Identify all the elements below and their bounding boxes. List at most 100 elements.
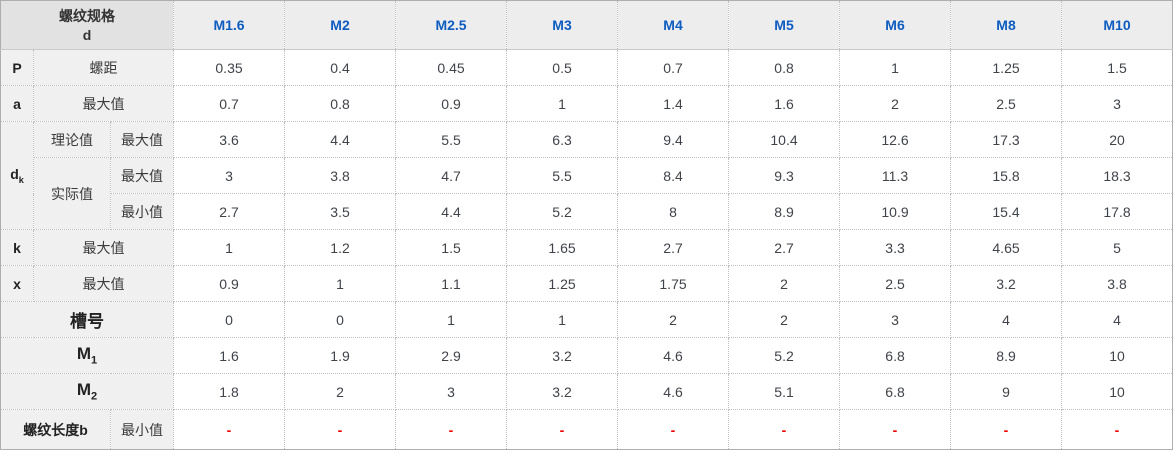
cell-x-max-m8: 3.2 (950, 265, 1063, 302)
cell-k-max-m2.5: 1.5 (395, 229, 508, 266)
row-label-x-max: x (0, 265, 34, 302)
cell-m2-m5: 5.1 (728, 373, 841, 410)
cell-pitch-m2: 0.4 (284, 49, 397, 86)
cell-slot-number-m1.6: 0 (173, 301, 286, 338)
cell-a-max-m6: 2 (839, 85, 952, 122)
cell-a-max-m3: 1 (506, 85, 619, 122)
cell-m1-m8: 8.9 (950, 337, 1063, 374)
column-header-m5: M5 (728, 0, 841, 50)
cell-x-max-m5: 2 (728, 265, 841, 302)
cell-dk-actual-max-m5: 9.3 (728, 157, 841, 194)
cell-dk-actual-max-m4: 8.4 (617, 157, 730, 194)
cell-dk-actual-min-m1.6: 2.7 (173, 193, 286, 230)
header-row: 螺纹规格 d M1.6 M2 M2.5 M3 M4 M5 M6 M8 M10 (0, 0, 1173, 50)
cell-dk-theoretical-max-m3: 6.3 (506, 121, 619, 158)
cell-pitch-m4: 0.7 (617, 49, 730, 86)
row-dk-actual-min: 最小值 2.7 3.5 4.4 5.2 8 8.9 10.9 15.4 17.8 (1, 193, 1173, 230)
cell-dk-theoretical-max-m2: 4.4 (284, 121, 397, 158)
cell-m1-m10: 10 (1061, 337, 1173, 374)
cell-x-max-m6: 2.5 (839, 265, 952, 302)
cell-x-max-m10: 3.8 (1061, 265, 1173, 302)
cell-m2-m3: 3.2 (506, 373, 619, 410)
row-x-max: x 最大值 0.9 1 1.1 1.25 1.75 2 2.5 3.2 3.8 (0, 265, 1173, 302)
column-header-m4: M4 (617, 0, 730, 50)
row-label-x-max: 最大值 (32, 265, 175, 302)
column-header-m2: M2 (284, 0, 397, 50)
cell-a-max-m2: 0.8 (284, 85, 397, 122)
cell-slot-number-m8: 4 (950, 301, 1063, 338)
column-header-m10: M10 (1061, 0, 1173, 50)
cell-m2-m10: 10 (1061, 373, 1173, 410)
row-label-thread-length-b-min: 最小值 (109, 409, 175, 450)
corner-header-line1: 螺纹规格 (59, 8, 115, 24)
row-label-subscript: 2 (91, 390, 98, 403)
cell-x-max-m1.6: 0.9 (173, 265, 286, 302)
cell-dk-actual-max-m10: 18.3 (1061, 157, 1173, 194)
row-label-dk-theoretical-max: dk (0, 121, 34, 230)
cell-k-max-m6: 3.3 (839, 229, 952, 266)
row-k-max: k 最大值 1 1.2 1.5 1.65 2.7 2.7 3.3 4.65 5 (0, 229, 1173, 266)
cell-pitch-m3: 0.5 (506, 49, 619, 86)
cell-dk-actual-min-m2.5: 4.4 (395, 193, 508, 230)
corner-header-line2: d (82, 27, 92, 43)
column-header-m3: M3 (506, 0, 619, 50)
cell-dk-actual-min-m8: 15.4 (950, 193, 1063, 230)
cell-pitch-m8: 1.25 (950, 49, 1063, 86)
cell-x-max-m2.5: 1.1 (395, 265, 508, 302)
cell-pitch-m10: 1.5 (1061, 49, 1173, 86)
row-label-m2: M2 (0, 373, 175, 410)
row-label-dk-actual-min: 最小值 (109, 193, 175, 230)
cell-dk-actual-max-m1.6: 3 (173, 157, 286, 194)
row-pitch: P 螺距 0.35 0.4 0.45 0.5 0.7 0.8 1 1.25 1.5 (0, 49, 1173, 86)
row-label-a-max: a (0, 85, 34, 122)
row-label-slot-number: 槽号 (0, 301, 175, 338)
cell-a-max-m1.6: 0.7 (173, 85, 286, 122)
cell-a-max-m4: 1.4 (617, 85, 730, 122)
row-a-max: a 最大值 0.7 0.8 0.9 1 1.4 1.6 2 2.5 3 (0, 85, 1173, 122)
cell-dk-actual-min-m5: 8.9 (728, 193, 841, 230)
row-label-dk-theoretical-max: 理论值 (33, 121, 111, 158)
cell-m1-m3: 3.2 (506, 337, 619, 374)
cell-thread-length-b-min-m4: - (617, 409, 730, 450)
cell-thread-length-b-min-m10: - (1061, 409, 1173, 450)
cell-slot-number-m3: 1 (506, 301, 619, 338)
cell-thread-length-b-min-m2.5: - (395, 409, 508, 450)
row-label-dk-actual-max: 实际值 (33, 157, 111, 230)
cell-k-max-m1.6: 1 (173, 229, 286, 266)
cell-dk-actual-max-m8: 15.8 (950, 157, 1063, 194)
cell-slot-number-m10: 4 (1061, 301, 1173, 338)
cell-dk-theoretical-max-m1.6: 3.6 (173, 121, 286, 158)
row-label-m1: M1 (0, 337, 175, 374)
row-label-thread-length-b-min: 螺纹长度b (0, 409, 111, 450)
cell-m1-m4: 4.6 (617, 337, 730, 374)
corner-header-thread-spec: 螺纹规格 d (0, 0, 175, 50)
cell-m1-m2.5: 2.9 (395, 337, 508, 374)
cell-slot-number-m4: 2 (617, 301, 730, 338)
row-label-dk-actual-max: 最大值 (109, 157, 175, 194)
cell-a-max-m5: 1.6 (728, 85, 841, 122)
cell-m1-m5: 5.2 (728, 337, 841, 374)
cell-m2-m6: 6.8 (839, 373, 952, 410)
row-slot-number: 槽号 0 0 1 1 2 2 3 4 4 (0, 301, 1173, 338)
cell-m2-m4: 4.6 (617, 373, 730, 410)
cell-pitch-m1.6: 0.35 (173, 49, 286, 86)
cell-dk-actual-max-m6: 11.3 (839, 157, 952, 194)
cell-dk-theoretical-max-m6: 12.6 (839, 121, 952, 158)
cell-pitch-m2.5: 0.45 (395, 49, 508, 86)
cell-thread-length-b-min-m2: - (284, 409, 397, 450)
cell-k-max-m5: 2.7 (728, 229, 841, 266)
row-label-k-max: k (0, 229, 34, 266)
cell-k-max-m4: 2.7 (617, 229, 730, 266)
cell-slot-number-m5: 2 (728, 301, 841, 338)
row-label-subscript: k (18, 174, 24, 185)
column-header-m1.6: M1.6 (173, 0, 286, 50)
row-label-a-max: 最大值 (32, 85, 175, 122)
cell-dk-actual-min-m3: 5.2 (506, 193, 619, 230)
cell-dk-actual-min-m2: 3.5 (284, 193, 397, 230)
cell-m2-m1.6: 1.8 (173, 373, 286, 410)
cell-x-max-m2: 1 (284, 265, 397, 302)
row-dk-actual-max: 实际值 最大值 3 3.8 4.7 5.5 8.4 9.3 11.3 15.8 18.3 (1, 157, 1173, 230)
cell-k-max-m8: 4.65 (950, 229, 1063, 266)
cell-thread-length-b-min-m6: - (839, 409, 952, 450)
